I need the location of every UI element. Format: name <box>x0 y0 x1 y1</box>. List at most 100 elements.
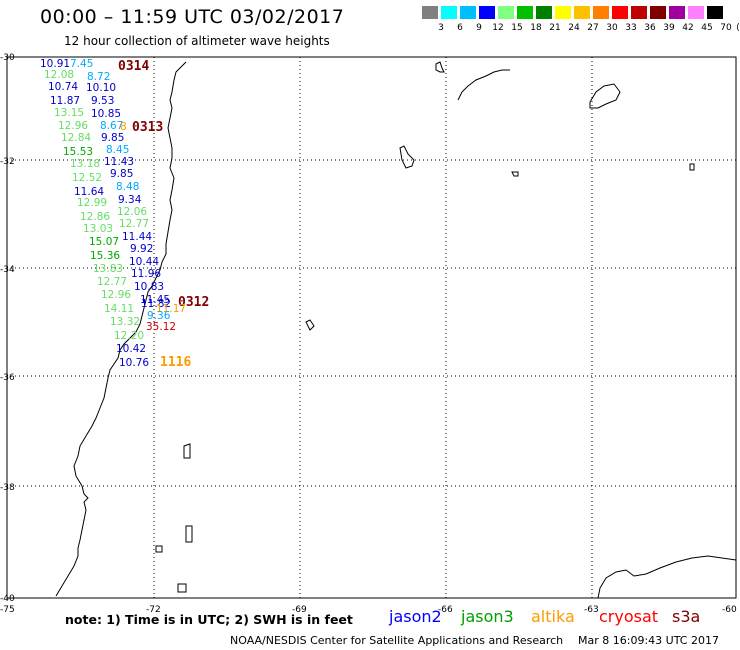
wave-height-value: 9.85 <box>101 132 124 144</box>
wave-height-value: 13.15 <box>54 107 84 119</box>
wave-height-value: 9.36 <box>147 310 171 322</box>
wave-height-value: 15.07 <box>89 236 119 248</box>
island-south-a <box>183 443 191 459</box>
wave-height-value: 12.96 <box>101 289 131 301</box>
satellite-label-jason3: jason3 <box>461 607 514 626</box>
wave-height-value: 12.08 <box>44 69 74 81</box>
bay-east <box>589 83 621 109</box>
lon-label: -63 <box>584 605 599 615</box>
wave-height-value: 12.86 <box>80 211 110 223</box>
island-north <box>435 61 445 73</box>
lat-label: -38 <box>0 483 15 493</box>
lat-label: -30 <box>0 53 15 63</box>
color-legend-label: 15 <box>511 23 523 33</box>
track-label-1116: 1116 <box>160 355 191 370</box>
color-swatch <box>498 6 514 19</box>
color-legend-label: 21 <box>549 23 561 33</box>
wave-height-value: 13.32 <box>110 316 140 328</box>
wave-height-value: 10.76 <box>119 357 149 369</box>
footer-credit: NOAA/NESDIS Center for Satellite Applica… <box>230 634 564 647</box>
footer-note: note: 1) Time is in UTC; 2) SWH is in fe… <box>65 612 353 627</box>
color-swatch <box>422 6 438 19</box>
satellite-label-cryosat: cryosat <box>599 607 659 626</box>
color-swatch <box>669 6 685 19</box>
color-swatch <box>517 6 533 19</box>
track-label-0313: 0313 <box>132 120 163 135</box>
footer-timestamp: Mar 8 16:09:43 UTC 2017 <box>578 634 719 647</box>
color-legend-label: 70 <box>720 23 732 33</box>
color-swatch <box>707 6 723 19</box>
wave-height-value: 7.45 <box>70 58 93 70</box>
wave-height-value: 10.74 <box>48 81 78 93</box>
color-legend-label: 39 <box>663 23 675 33</box>
wave-height-value: 11.87 <box>50 95 80 107</box>
color-swatch <box>555 6 571 19</box>
wave-height-value: 12.77 <box>97 276 127 288</box>
graticule <box>7 57 736 598</box>
wave-height-value: 15.53 <box>63 146 93 158</box>
wave-height-value: 13.18 <box>70 158 100 170</box>
island-mid <box>399 145 415 169</box>
wave-height-value: 8.72 <box>87 71 110 83</box>
wave-height-value: 10.83 <box>134 281 164 293</box>
satellite-label-altika: altika <box>531 607 575 626</box>
color-legend-label: 27 <box>587 23 599 33</box>
wave-height-value: 11.96 <box>131 268 161 280</box>
color-swatch <box>612 6 628 19</box>
wave-height-value: 35.12 <box>146 321 176 333</box>
wave-height-value: 9.85 <box>110 168 133 180</box>
wave-height-value: 10.42 <box>116 343 146 355</box>
island-small-b <box>689 163 695 171</box>
track-label-0314: 0314 <box>118 59 149 74</box>
satellite-label-jason2: jason2 <box>389 607 442 626</box>
wave-height-value: 13.03 <box>83 223 113 235</box>
color-swatch <box>479 6 495 19</box>
wave-height-value: 12.84 <box>61 132 91 144</box>
lat-label: -40 <box>0 594 15 604</box>
wave-height-value: 8.45 <box>106 144 129 156</box>
wave-height-value: 15.36 <box>90 250 120 262</box>
wave-height-value: 12.99 <box>77 197 107 209</box>
lon-label: -66 <box>438 605 453 615</box>
wave-height-value: 9.53 <box>91 95 114 107</box>
wave-height-value: 11.82 <box>141 298 171 310</box>
island-south-d <box>177 583 187 593</box>
wave-height-value: 10.44 <box>129 256 159 268</box>
wave-height-value: 14.11 <box>104 303 134 315</box>
color-legend-label: 24 <box>568 23 580 33</box>
color-legend-unit: (ft) <box>736 23 740 33</box>
lat-label: -34 <box>0 265 15 275</box>
island-small-a <box>511 171 519 177</box>
wave-height-value: 12.20 <box>114 330 144 342</box>
color-swatch <box>593 6 609 19</box>
color-legend-label: 18 <box>530 23 542 33</box>
wave-height-value: 12.52 <box>72 172 102 184</box>
island-south-b <box>185 525 193 543</box>
coastline-northeast <box>457 69 510 101</box>
color-legend-label: 3 <box>438 23 444 33</box>
track-label-0312: 0312 <box>178 295 209 310</box>
color-swatch <box>536 6 552 19</box>
color-legend-label: 45 <box>701 23 713 33</box>
lat-label: -36 <box>0 373 15 383</box>
wave-height-value: 11.64 <box>74 186 104 198</box>
lat-label: -32 <box>0 157 15 167</box>
page-title: 00:00 – 11:59 UTC 03/02/2017 <box>40 6 345 28</box>
satellite-label-s3a: s3a <box>672 607 701 626</box>
lon-label: -72 <box>146 605 161 615</box>
color-legend-label: 6 <box>457 23 463 33</box>
color-legend-label: 12 <box>492 23 504 33</box>
wave-height-value: 12.96 <box>58 120 88 132</box>
color-swatch <box>441 6 457 19</box>
wave-height-value: 8.67 <box>100 120 123 132</box>
color-swatch <box>688 6 704 19</box>
wave-height-value: 10.85 <box>91 108 121 120</box>
wave-height-value: 9.34 <box>118 194 142 206</box>
wave-height-value: 13.83 <box>93 263 123 275</box>
lon-label: -60 <box>722 605 737 615</box>
lon-label: -69 <box>292 605 307 615</box>
wave-height-value: 11.17 <box>156 303 186 315</box>
color-legend-label: 42 <box>682 23 694 33</box>
coastline-southeast <box>597 555 737 599</box>
